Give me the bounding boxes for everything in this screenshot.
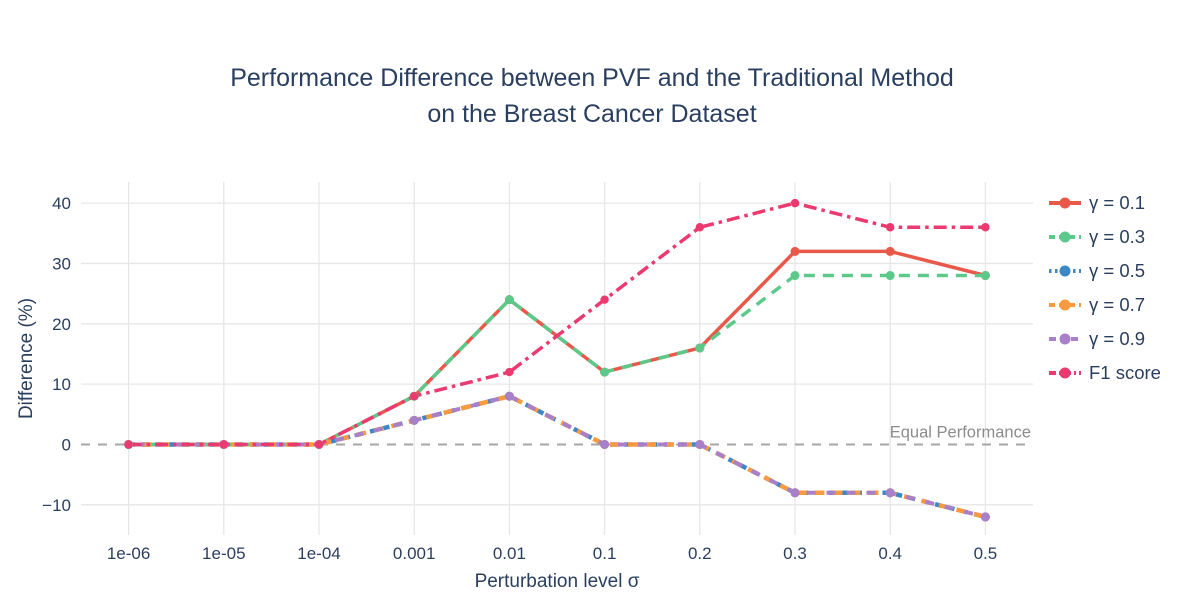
data-point xyxy=(314,440,324,449)
y-tick-label: −10 xyxy=(42,496,71,515)
y-tick-label: 20 xyxy=(52,315,71,334)
legend-label: γ = 0.5 xyxy=(1089,260,1146,281)
series-line-5 xyxy=(128,201,986,447)
x-tick-label: 1e-04 xyxy=(297,544,340,563)
data-point xyxy=(695,439,705,449)
data-point xyxy=(600,439,610,449)
chart-title-line1: Performance Difference between PVF and t… xyxy=(230,64,954,92)
series-line-0 xyxy=(128,249,986,447)
data-point xyxy=(409,415,419,425)
equal-performance-label: Equal Performance xyxy=(890,423,1031,441)
data-point xyxy=(600,295,609,304)
legend: γ = 0.1 γ = 0.3 γ = 0.5 γ = 0.7 γ = 0.9 F1 sc… xyxy=(1048,186,1161,390)
legend-label: γ = 0.9 xyxy=(1089,328,1146,349)
legend-label: γ = 0.7 xyxy=(1089,294,1146,315)
data-point xyxy=(790,198,800,208)
chart-title-line2: on the Breast Cancer Dataset xyxy=(427,100,757,128)
data-point xyxy=(504,391,514,401)
legend-swatch-icon xyxy=(1049,231,1081,243)
data-point xyxy=(505,367,514,377)
data-point xyxy=(790,271,800,281)
y-tick-label: 30 xyxy=(52,254,71,273)
data-point xyxy=(124,440,133,449)
legend-label: F1 score xyxy=(1089,362,1161,383)
x-tick-label: 0.1 xyxy=(593,544,617,563)
legend-item-3[interactable]: γ = 0.7 xyxy=(1048,288,1161,322)
y-tick-label: 0 xyxy=(62,435,71,454)
legend-item-2[interactable]: γ = 0.5 xyxy=(1048,254,1161,288)
data-point xyxy=(504,295,514,305)
y-axis-title: Difference (%) xyxy=(16,298,37,419)
x-tick-label: 0.3 xyxy=(783,544,807,563)
data-point xyxy=(695,223,704,232)
data-point xyxy=(790,488,800,498)
legend-swatch-icon xyxy=(1049,367,1081,379)
legend-label: γ = 0.1 xyxy=(1089,192,1146,213)
series-line-4 xyxy=(128,394,986,519)
data-point xyxy=(219,440,228,449)
y-tick-label: 40 xyxy=(52,194,71,213)
legend-item-5[interactable]: F1 score xyxy=(1048,356,1161,390)
data-point xyxy=(790,246,800,256)
data-point xyxy=(885,488,895,498)
legend-swatch-icon xyxy=(1049,265,1081,277)
series-line-2 xyxy=(128,393,986,520)
x-tick-label: 1e-06 xyxy=(107,544,150,563)
data-point xyxy=(981,223,990,232)
data-point xyxy=(980,271,990,281)
data-point xyxy=(886,223,895,232)
x-tick-label: 1e-05 xyxy=(202,544,245,563)
x-tick-label: 0.2 xyxy=(688,544,712,563)
legend-swatch-icon xyxy=(1049,197,1081,209)
x-axis-title: Perturbation level σ xyxy=(475,571,640,592)
legend-label: γ = 0.3 xyxy=(1089,226,1146,247)
y-tick-label: 10 xyxy=(52,375,71,394)
x-tick-label: 0.001 xyxy=(393,544,436,563)
x-tick-label: 0.5 xyxy=(974,544,998,563)
x-tick-label: 0.4 xyxy=(878,544,902,563)
legend-item-0[interactable]: γ = 0.1 xyxy=(1048,186,1161,220)
data-point xyxy=(410,392,419,401)
data-point xyxy=(885,246,895,256)
series-line-1 xyxy=(128,273,986,447)
x-tick-label: 0.01 xyxy=(493,544,526,563)
legend-item-4[interactable]: γ = 0.9 xyxy=(1048,322,1161,356)
data-point xyxy=(600,367,610,377)
legend-swatch-icon xyxy=(1049,299,1081,311)
data-point xyxy=(885,271,895,281)
chart-title: Performance Difference between PVF and t… xyxy=(0,60,1184,132)
data-point xyxy=(980,512,990,522)
legend-item-1[interactable]: γ = 0.3 xyxy=(1048,220,1161,254)
series-line-3 xyxy=(128,393,986,520)
data-point xyxy=(695,343,705,353)
legend-swatch-icon xyxy=(1049,333,1081,345)
